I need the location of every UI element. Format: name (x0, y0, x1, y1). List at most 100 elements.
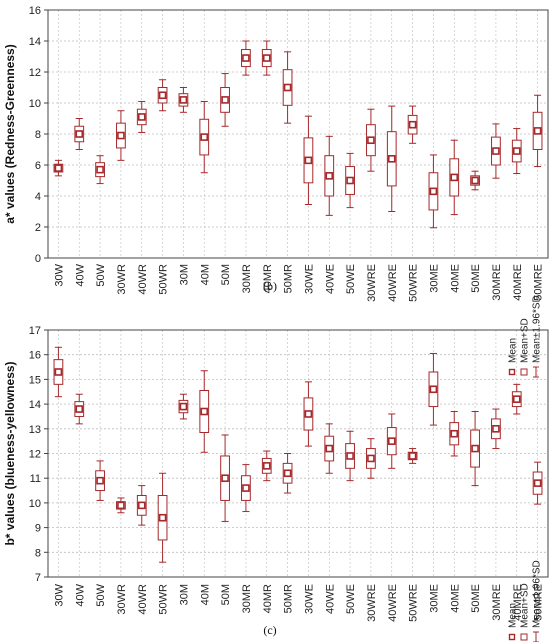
x-category-label: 30W (53, 263, 65, 286)
x-category-label: 30MR (241, 264, 253, 293)
mean-marker (325, 444, 334, 453)
x-category-label: 50MR (283, 584, 295, 613)
box-40WE (324, 135, 335, 216)
box-50ME (470, 411, 480, 487)
box-50M (220, 434, 230, 522)
mean-marker (242, 484, 250, 492)
y-tick-label: 12 (29, 67, 41, 79)
legend-mean-icon (508, 633, 516, 641)
y-tick-label: 9 (35, 523, 41, 535)
y-tick-label: 2 (35, 222, 41, 234)
mean-marker (450, 429, 459, 438)
box-50MR (282, 453, 293, 494)
x-category-label: 50WR (158, 584, 170, 615)
mean-marker (137, 501, 146, 510)
mean-marker (471, 444, 479, 453)
x-category-label: 50WRE (408, 584, 420, 622)
x-category-label: 30WE (303, 264, 315, 294)
mean-marker (117, 131, 125, 140)
x-category-label: 50ME (470, 584, 482, 613)
x-category-label: 50M (220, 264, 232, 285)
box-30WRE (366, 108, 376, 172)
box-30ME (428, 154, 439, 229)
box-40WRE (386, 413, 397, 469)
x-category-label: 30M (178, 264, 190, 285)
caption-b: (b) (263, 279, 277, 293)
x-category-label: 30WRE (366, 584, 378, 622)
legend-label: Mean+SD (520, 318, 531, 363)
box-30WE (303, 115, 314, 206)
box-50WRE (407, 105, 418, 144)
mean-marker (54, 368, 63, 376)
y-tick-label: 11 (30, 473, 41, 485)
x-category-label: 50MRE (533, 584, 545, 621)
mean-marker (304, 410, 313, 418)
mean-marker (117, 501, 125, 510)
y-tick-label: 10 (29, 498, 41, 510)
x-category-label: 30WR (116, 584, 128, 615)
x-category-label: 50W (95, 263, 107, 286)
box-30W (53, 159, 64, 177)
mean-marker (179, 402, 188, 411)
mean-marker (179, 96, 188, 104)
x-category-label: 40WRE (387, 264, 399, 302)
y-tick-label: 8 (35, 129, 41, 141)
mean-marker (137, 113, 146, 121)
y-tick-label: 15 (29, 374, 41, 386)
x-category-label: 40MR (262, 264, 274, 293)
x-category-label: 30MRE (491, 264, 503, 301)
mean-marker (346, 452, 354, 460)
mean-marker (429, 385, 438, 394)
box-30WR (116, 110, 126, 161)
mean-marker (242, 54, 250, 62)
legend-label: Mean±1.96*SD (532, 560, 543, 628)
mean-marker (450, 173, 459, 182)
x-category-label: 50W (95, 583, 107, 606)
mean-marker (158, 513, 167, 522)
box-50WE (345, 430, 355, 482)
y-tick-label: 7 (35, 572, 41, 584)
legend-sd-icon (520, 368, 528, 376)
box-50W (95, 155, 105, 185)
x-category-label: 40WE (324, 264, 336, 294)
box-50MRE (532, 461, 543, 505)
y-tick-label: 6 (35, 160, 41, 172)
mean-marker (200, 133, 209, 141)
mean-marker (304, 156, 313, 165)
x-category-label: 40WR (137, 264, 149, 295)
box-40WE (324, 423, 335, 474)
x-category-label: 50WRE (408, 264, 420, 302)
x-category-label: 40WRE (387, 584, 399, 622)
mean-marker (283, 469, 292, 478)
x-category-label: 50MRE (533, 264, 545, 301)
x-category-label: 40WE (324, 584, 336, 614)
x-category-label: 40M (199, 264, 211, 285)
mean-marker (387, 155, 396, 163)
x-category-label: 30M (178, 584, 190, 605)
x-category-label: 40ME (449, 264, 461, 293)
box-50WE (345, 152, 355, 209)
y-tick-label: 16 (29, 5, 41, 17)
mean-marker (492, 147, 500, 155)
plot-frame (47, 9, 549, 259)
mean-marker (262, 462, 271, 470)
y-axis-title: a* values (Redness-Greenness) (3, 44, 17, 223)
x-category-label: 30MR (241, 584, 253, 613)
box-30MRE (491, 123, 501, 179)
mean-marker (512, 147, 521, 155)
x-category-label: 30W (53, 583, 65, 606)
box-40WR (136, 100, 147, 133)
mean-marker (512, 395, 521, 403)
box-50MR (282, 51, 293, 124)
x-category-label: 40MRE (512, 264, 524, 301)
y-tick-label: 17 (29, 325, 41, 337)
mean-marker (262, 54, 271, 62)
box-30W (53, 346, 64, 398)
mean-marker (367, 136, 375, 144)
x-category-label: 40MR (262, 584, 274, 613)
x-category-label: 30ME (428, 584, 440, 613)
mean-marker (158, 91, 167, 100)
y-tick-label: 8 (35, 547, 41, 559)
mean-marker (492, 424, 500, 433)
